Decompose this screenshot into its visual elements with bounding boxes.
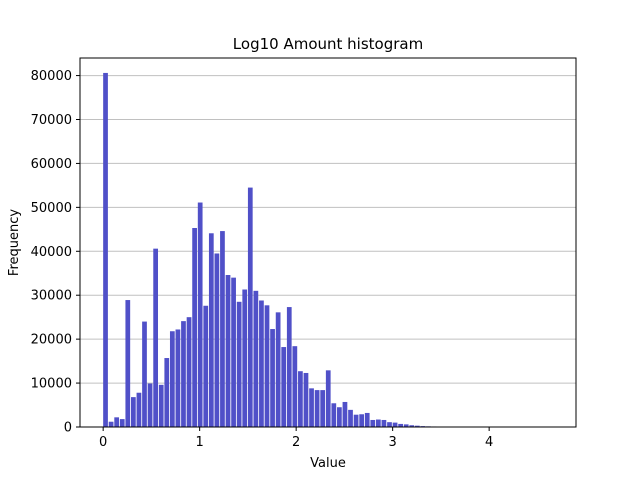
histogram-bar — [125, 300, 131, 427]
histogram-bar — [392, 422, 398, 427]
histogram-bar — [142, 321, 147, 427]
histogram-bar — [220, 231, 225, 427]
histogram-bar — [114, 417, 120, 427]
histogram-bar — [409, 425, 415, 427]
y-tick-label: 10000 — [31, 377, 72, 392]
histogram-bar — [153, 248, 159, 427]
histogram-bar — [292, 346, 298, 427]
y-tick-label: 80000 — [31, 69, 72, 84]
histogram-bar — [398, 423, 403, 427]
histogram-bar — [342, 401, 348, 427]
x-tick-label: 4 — [485, 435, 493, 450]
histogram-bar — [259, 300, 264, 427]
y-axis-label: Frequency — [7, 209, 22, 276]
histogram-bar — [353, 414, 359, 427]
histogram-bar — [414, 425, 420, 427]
histogram-bar — [359, 414, 365, 427]
histogram-bar — [103, 72, 108, 427]
histogram-bar — [208, 233, 214, 427]
histogram-bar — [108, 421, 114, 427]
histogram-bar — [381, 419, 387, 427]
histogram-bar — [192, 228, 197, 427]
histogram-bar — [169, 331, 175, 427]
histogram-bar — [253, 290, 259, 427]
histogram-bar — [281, 347, 287, 427]
gridlines — [80, 75, 576, 384]
y-tick-label: 0 — [64, 421, 72, 436]
chart-title: Log10 Amount histogram — [233, 35, 423, 53]
histogram-bar — [136, 392, 142, 427]
histogram-bar — [403, 424, 409, 427]
axis-ticks: 0 1 2 3 4 0 10000 20000 30000 40000 50000 60000 7000… — [31, 69, 494, 450]
histogram-bar — [275, 312, 281, 427]
histogram-bar — [242, 289, 248, 427]
histogram-bar — [181, 321, 186, 427]
y-tick-label: 20000 — [31, 333, 72, 348]
y-tick-label: 70000 — [31, 113, 72, 128]
histogram-bar — [186, 317, 192, 427]
histogram-bar — [370, 419, 376, 427]
histogram-bar — [325, 370, 331, 427]
y-tick-label: 60000 — [31, 157, 72, 172]
histogram-bar — [331, 403, 337, 427]
y-tick-label: 50000 — [31, 201, 72, 216]
y-tick-label: 40000 — [31, 245, 72, 260]
histogram-bar — [119, 419, 125, 427]
histogram-bar — [387, 422, 392, 427]
histogram-bar — [314, 390, 320, 427]
x-tick-label: 3 — [389, 435, 397, 450]
histogram-bar — [309, 388, 314, 427]
histogram-bar — [164, 358, 170, 427]
histogram-bar — [364, 412, 370, 427]
x-tick-label: 0 — [99, 435, 107, 450]
histogram-bar — [197, 202, 203, 427]
histogram-bar — [158, 384, 164, 427]
histogram-bar — [286, 307, 292, 427]
y-tick-label: 30000 — [31, 289, 72, 304]
histogram-bar — [225, 275, 231, 427]
histogram-bar — [147, 383, 153, 427]
histogram-bar — [270, 329, 275, 427]
histogram-bar — [320, 390, 326, 427]
histogram-bar — [175, 329, 181, 427]
histogram-bar — [236, 301, 242, 427]
histogram-bar — [231, 277, 236, 427]
x-tick-label: 2 — [292, 435, 300, 450]
histogram-bar — [298, 371, 303, 427]
x-axis-label: Value — [310, 456, 346, 471]
histogram-bar — [203, 305, 209, 427]
histogram-bar — [375, 419, 381, 427]
bars — [103, 72, 554, 427]
x-tick-label: 1 — [196, 435, 204, 450]
histogram-bar — [130, 397, 136, 427]
histogram-bar — [303, 372, 309, 427]
histogram-bar — [214, 253, 220, 427]
plot-frame — [79, 57, 577, 428]
histogram-bar — [348, 409, 353, 427]
histogram-bar — [337, 407, 342, 427]
histogram-bar — [247, 187, 253, 427]
histogram-bar — [264, 305, 270, 427]
